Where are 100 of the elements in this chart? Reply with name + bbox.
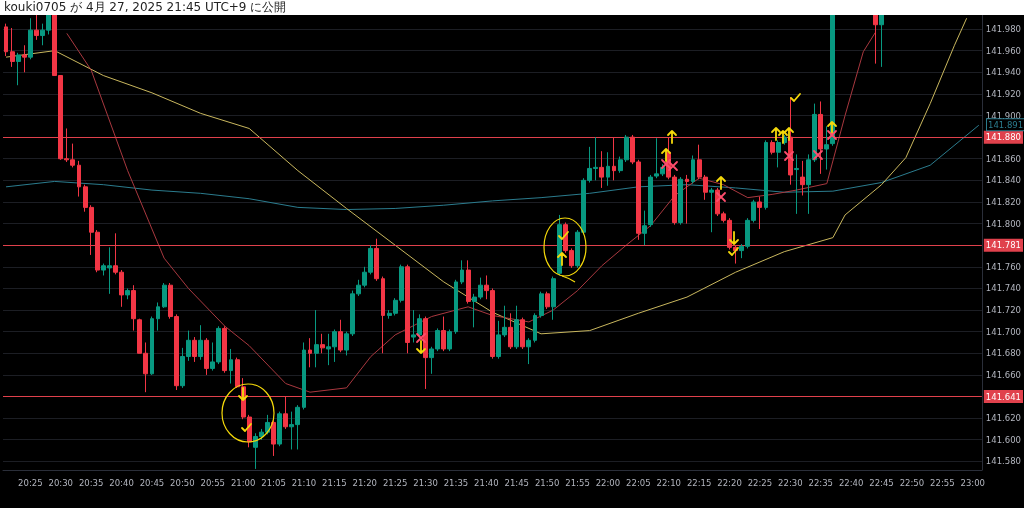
candlestick xyxy=(125,287,130,300)
candlestick xyxy=(192,336,197,363)
y-tick-label: 141.920 xyxy=(985,88,1022,99)
y-tick-label: 141.960 xyxy=(985,45,1022,56)
y-tick-label: 141.740 xyxy=(985,283,1022,294)
candlestick xyxy=(818,100,823,175)
text: kouki0705 が 4月 27, 2025 21:45 UTC+9 に公開 xyxy=(0,0,1024,15)
candlestick xyxy=(338,319,343,353)
x-tick-label: 22:35 xyxy=(808,477,833,488)
x-tick-label: 21:20 xyxy=(352,477,377,488)
x-tick-label: 23:00 xyxy=(960,477,985,488)
x-tick-label: 21:45 xyxy=(504,477,529,488)
y-tick-label: 141.620 xyxy=(985,413,1022,424)
x-tick-label: 20:40 xyxy=(109,477,134,488)
candlestick xyxy=(77,160,81,198)
line-series xyxy=(66,31,876,393)
candlestick xyxy=(271,419,276,457)
candlestick xyxy=(770,139,775,155)
candlestick xyxy=(830,15,835,147)
candlestick xyxy=(441,316,446,352)
y-tick-label: 141.840 xyxy=(985,175,1022,186)
candlestick xyxy=(879,15,884,68)
candlestick xyxy=(308,337,312,368)
x-tick-label: 21:35 xyxy=(443,477,469,488)
candlestick xyxy=(10,27,15,68)
x-tick-label: 21:10 xyxy=(291,477,317,488)
candlestick xyxy=(545,291,550,310)
ref-line-label: 141.641 xyxy=(985,391,1022,402)
candlestick xyxy=(447,329,452,352)
candlestick xyxy=(642,210,647,246)
x-tick-label: 22:00 xyxy=(595,477,621,488)
y-tick-label: 141.680 xyxy=(985,348,1022,359)
candlestick xyxy=(466,259,471,305)
ref-line-label: 141.781 xyxy=(985,240,1022,251)
candlestick xyxy=(685,174,689,225)
candlestick xyxy=(204,337,209,376)
candlestick xyxy=(776,139,781,168)
y-tick-label: 141.980 xyxy=(985,24,1022,35)
candlestick xyxy=(411,309,416,343)
candlestick xyxy=(824,125,829,171)
candlestick xyxy=(283,396,288,430)
text: 141.891 xyxy=(988,119,1024,130)
candlestick xyxy=(520,317,525,350)
candlestick xyxy=(678,176,683,226)
ref-line-label: 141.880 xyxy=(985,132,1022,143)
x-tick-label: 22:15 xyxy=(686,477,712,488)
x-tick-label: 21:50 xyxy=(534,477,560,488)
candlestick xyxy=(460,259,464,285)
y-tick-label: 141.700 xyxy=(985,326,1022,337)
x-tick-label: 20:55 xyxy=(200,477,225,488)
candlestick xyxy=(551,276,556,321)
candlestick xyxy=(508,312,513,350)
line-series xyxy=(5,17,968,335)
candlestick xyxy=(162,282,167,309)
candlestick xyxy=(374,238,379,282)
candlestick xyxy=(417,313,422,339)
candlestick xyxy=(198,324,203,361)
y-tick-label: 141.600 xyxy=(985,434,1022,445)
x-tick-label: 22:30 xyxy=(778,477,803,488)
candlestick xyxy=(454,279,458,335)
y-tick-label: 141.820 xyxy=(985,196,1022,207)
y-tick-label: 141.860 xyxy=(985,153,1022,164)
candlestick xyxy=(873,15,878,65)
x-tick-label: 22:55 xyxy=(930,477,955,488)
y-tick-label: 141.800 xyxy=(985,218,1022,229)
candlestick xyxy=(691,155,695,185)
x-tick-label: 21:00 xyxy=(230,477,256,488)
x-tick-label: 21:05 xyxy=(261,477,286,488)
candlestick xyxy=(4,23,8,57)
x-tick-label: 22:25 xyxy=(747,477,773,488)
candlestick xyxy=(606,151,610,187)
candlestick xyxy=(302,341,306,410)
candlestick xyxy=(22,44,27,73)
x-tick-label: 22:10 xyxy=(656,477,681,488)
x-tick-label: 20:25 xyxy=(18,477,43,488)
y-tick-label: 141.760 xyxy=(985,261,1022,272)
candlestick xyxy=(533,312,537,343)
candlestick xyxy=(794,153,799,215)
x-tick-label: 22:40 xyxy=(838,477,864,488)
y-tick-label: 141.720 xyxy=(985,305,1022,316)
candlestick xyxy=(150,316,154,376)
candlestick xyxy=(526,337,531,365)
candlestick xyxy=(405,264,410,354)
candlestick xyxy=(764,139,768,211)
candlestick xyxy=(28,17,33,60)
y-tick-label: 141.580 xyxy=(985,456,1022,467)
line-series xyxy=(5,124,980,211)
x-tick-label: 20:50 xyxy=(170,477,195,488)
candlestick xyxy=(514,305,519,350)
candlestick xyxy=(612,136,616,181)
x-tick-label: 22:20 xyxy=(717,477,742,488)
x-tick-label: 22:45 xyxy=(869,477,894,488)
candlestick xyxy=(599,150,604,189)
candlestick xyxy=(381,276,385,354)
candlestick xyxy=(277,411,282,447)
candlestick xyxy=(539,291,544,319)
candlestick xyxy=(16,52,21,86)
candlestick xyxy=(156,301,160,332)
x-tick-label: 20:45 xyxy=(139,477,165,488)
candlestick xyxy=(314,309,319,368)
